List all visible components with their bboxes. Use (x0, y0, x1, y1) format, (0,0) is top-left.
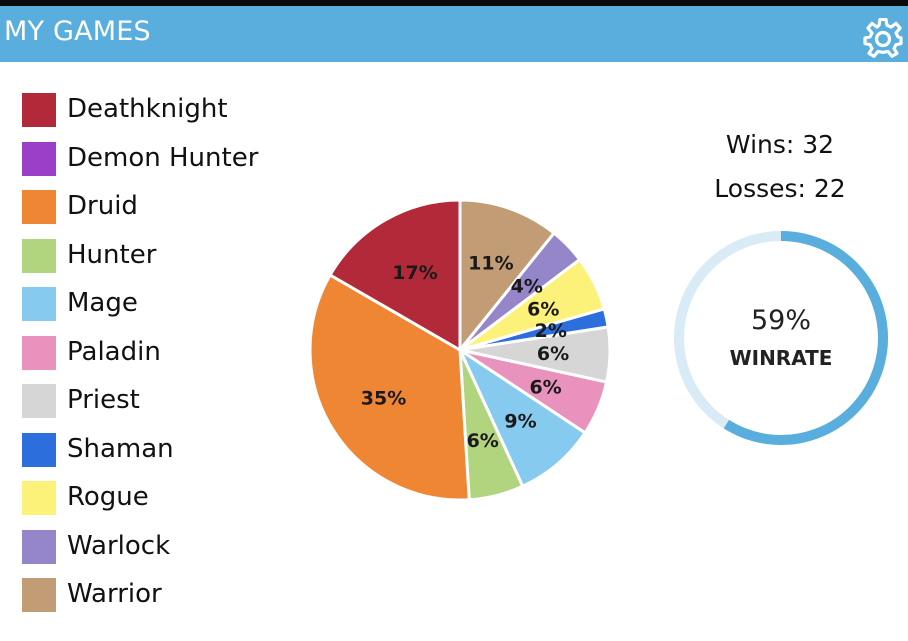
legend-label: Warrior (67, 579, 162, 609)
page-title: MY GAMES (4, 16, 151, 47)
legend-item-demon-hunter: Demon Hunter (22, 141, 292, 177)
legend-label: Druid (67, 191, 138, 221)
legend-label: Warlock (67, 530, 171, 561)
legend-item-paladin: Paladin (22, 335, 292, 371)
legend-item-rogue: Rogue (22, 480, 292, 516)
win-loss-stats: Wins: 32 Losses: 22 (660, 125, 900, 213)
winrate-ring (674, 231, 889, 445)
legend-label: Deathknight (67, 94, 228, 124)
pie-slice-label: 6% (527, 299, 559, 321)
pie-slice-deathknight (328, 198, 462, 353)
legend-swatch (22, 238, 56, 273)
window-top-edge (0, 0, 908, 6)
legend-swatch (22, 141, 56, 176)
legend-item-hunter: Hunter (22, 238, 292, 274)
legend-item-mage: Mage (22, 286, 292, 322)
legend-item-warlock: Warlock (22, 529, 292, 565)
pie-slice-label: 6% (467, 430, 499, 452)
winrate-label: WINRATE (729, 346, 833, 370)
pie-slice-druid (308, 272, 471, 502)
legend-label: Demon Hunter (67, 142, 259, 173)
header-bar: MY GAMES (0, 6, 908, 62)
pie-slice-label: 4% (511, 275, 543, 297)
gear-icon[interactable] (862, 18, 904, 60)
legend-swatch (22, 190, 56, 224)
legend-swatch (22, 529, 56, 564)
legend-label: Paladin (67, 336, 161, 367)
pie-slice-label: 2% (535, 320, 567, 342)
legend-swatch (22, 384, 56, 418)
legend-item-priest: Priest (22, 383, 292, 419)
legend-swatch (22, 432, 56, 467)
legend-swatch (22, 335, 56, 370)
losses-count: Losses: 22 (714, 174, 846, 203)
pie-slice-label: 35% (361, 387, 406, 409)
legend-swatch (22, 287, 56, 321)
class-pie-chart: 11%4%6%2%6%6%9%6%35%17% (308, 198, 612, 502)
legend-label: Hunter (67, 239, 157, 270)
winrate-ring-progress (723, 231, 889, 445)
legend-label: Rogue (67, 482, 149, 512)
pie-slice-label: 17% (392, 262, 437, 284)
wins-count: Wins: 32 (725, 130, 835, 159)
pie-slice-label: 11% (468, 252, 513, 274)
legend-item-druid: Druid (22, 189, 292, 225)
legend-item-shaman: Shaman (22, 432, 292, 468)
pie-slice-warrior (458, 198, 557, 355)
winrate-value: 59% (750, 305, 811, 336)
legend-label: Shaman (67, 433, 174, 464)
pie-slice-label: 6% (529, 376, 561, 398)
pie-slice-mage (456, 345, 588, 489)
legend-item-deathknight: Deathknight (22, 92, 292, 128)
legend-item-warrior: Warrior (22, 577, 292, 613)
pie-slice-label: 9% (504, 411, 536, 433)
legend-swatch (22, 93, 56, 127)
legend-label: Mage (67, 288, 138, 318)
legend-swatch (22, 578, 56, 612)
pie-slice-label: 6% (537, 343, 569, 365)
legend-label: Priest (67, 385, 140, 415)
legend-swatch (22, 481, 56, 515)
